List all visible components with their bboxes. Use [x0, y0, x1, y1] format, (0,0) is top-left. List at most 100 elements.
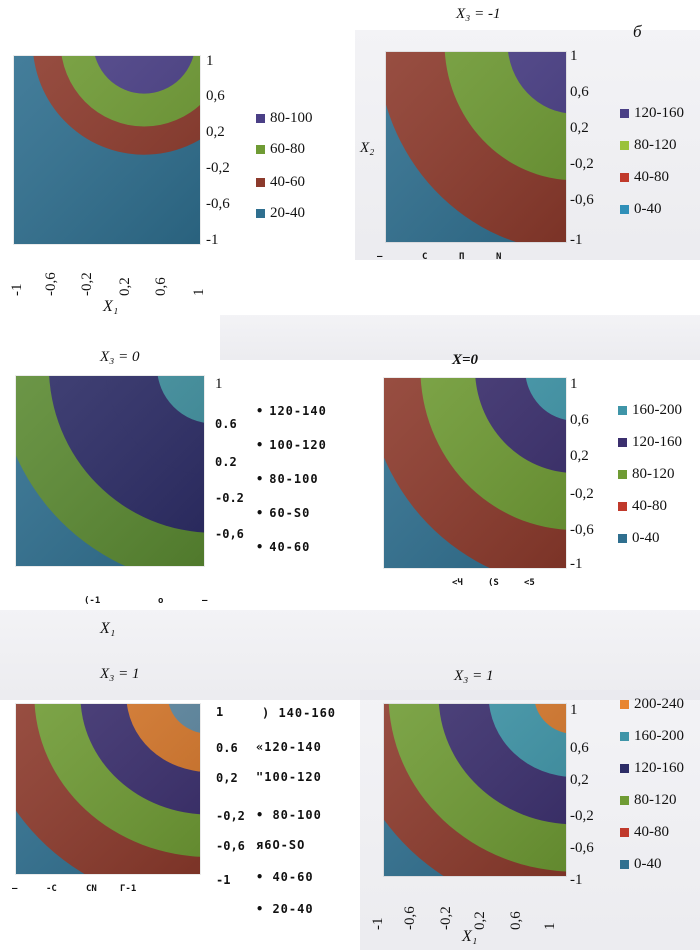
y-tick-label: 0,2 — [570, 120, 589, 136]
legend-entry: 0-40 — [620, 201, 662, 218]
x-tick-label: -0,6 — [43, 272, 59, 296]
y-tick-label: -0,2 — [206, 160, 230, 176]
chart-title: X₃ = 1 — [454, 668, 494, 684]
x-tick-label: 0,6 — [508, 911, 524, 930]
chart-title: X₃ = 0 — [100, 349, 140, 365]
legend-bullet: • — [256, 506, 265, 520]
chart-title: X₃ = 1 — [100, 666, 140, 682]
x-tick-label: <5 — [524, 578, 535, 588]
y-tick-label: -1 — [570, 556, 583, 572]
legend-entry: 60-80 — [256, 141, 305, 158]
legend-swatch — [620, 141, 629, 150]
chart-panel-3: 1 0.6 0.2 -0.2 -0,6 • 120-140 • 100-120 • 8… — [0, 316, 350, 637]
x-tick-label: C — [422, 252, 428, 262]
chart-panel-5: 1 0.6 0,2 -0,2 -0,6 -1 ) 140-160 «120-14… — [0, 632, 350, 948]
x-tick-label: 0,6 — [153, 277, 169, 296]
legend-swatch — [620, 732, 629, 741]
legend-entry: • 40-60 — [256, 540, 311, 554]
legend-entry: 0-40 — [618, 530, 660, 547]
legend-entry: 160-200 — [618, 402, 682, 419]
y-tick-label: 0,2 — [216, 771, 238, 785]
heatmap-plot — [384, 704, 566, 876]
x-tick-label: — — [202, 596, 208, 606]
legend-entry: 120-160 — [620, 105, 684, 122]
legend-swatch — [256, 178, 265, 187]
heatmap-plot — [384, 378, 566, 568]
legend-swatch — [256, 209, 265, 218]
legend-swatch — [256, 145, 265, 154]
y-tick-label: 0,6 — [570, 412, 589, 428]
legend-swatch — [620, 109, 629, 118]
heatmap-svg — [16, 704, 200, 874]
y-tick-label: 1 — [216, 705, 224, 719]
heatmap-svg — [386, 52, 566, 242]
legend-swatch — [618, 534, 627, 543]
y-tick-label: 0,6 — [206, 88, 225, 104]
heatmap-plot — [386, 52, 566, 242]
heatmap-svg — [16, 376, 204, 566]
legend-swatch — [620, 860, 629, 869]
legend-entry: 80-100 — [256, 110, 313, 127]
y-tick-label: -1 — [570, 232, 583, 248]
shading-overlay — [14, 56, 200, 244]
x-axis-title: X₁ — [462, 928, 478, 945]
y-tick-label: 1 — [570, 48, 578, 64]
panel-letter: б — [633, 22, 642, 41]
chart-title: X=0 — [452, 352, 479, 368]
legend-entry: 40-80 — [620, 169, 669, 186]
legend-entry: • 80-100 — [256, 472, 319, 486]
legend-entry: • 100-120 — [256, 438, 327, 452]
legend-entry: 120-160 — [620, 760, 684, 777]
legend-entry: 80-120 — [620, 137, 677, 154]
y-tick-label: -0,2 — [570, 808, 594, 824]
legend-entry: 120-160 — [618, 434, 682, 451]
x-tick-label: Г-1 — [120, 884, 137, 894]
legend-bullet: • — [256, 404, 265, 418]
heatmap-plot — [16, 704, 200, 874]
legend-swatch — [620, 764, 629, 773]
x-tick-label: <Ч — [452, 578, 463, 588]
y-tick-label: 0,6 — [570, 740, 589, 756]
y-tick-label: -0,2 — [216, 809, 245, 823]
legend-entry: 40-60 — [256, 174, 305, 191]
legend-entry: «120-140 — [256, 740, 322, 754]
y-tick-label: 0,2 — [570, 448, 589, 464]
legend-swatch — [618, 438, 627, 447]
x-tick-label: N — [496, 252, 502, 262]
heatmap-svg — [14, 56, 200, 244]
y-tick-label: -1 — [206, 232, 219, 248]
x-tick-label: o — [158, 596, 164, 606]
y-tick-label: 1 — [570, 376, 578, 392]
chart-panel-2: X₂ 1 0,6 0,2 -0,2 -0,6 -1 120-160 80-120… — [350, 0, 700, 316]
legend-swatch — [620, 205, 629, 214]
legend-swatch — [620, 173, 629, 182]
x-axis-title: X₁ — [100, 620, 116, 637]
legend-entry: 40-80 — [618, 498, 667, 515]
shading-overlay — [16, 376, 204, 566]
legend-swatch — [620, 828, 629, 837]
legend-swatch — [620, 700, 629, 709]
legend-swatch — [618, 406, 627, 415]
legend-entry: 20-40 — [256, 205, 305, 222]
y-tick-label: 0,2 — [570, 772, 589, 788]
x-tick-label: — — [12, 884, 18, 894]
y-tick-label: -0,6 — [216, 839, 245, 853]
legend-entry: ) 140-160 — [262, 706, 337, 720]
legend-entry: 200-240 — [620, 696, 684, 713]
chart-panel-1: 1 0,6 0,2 -0,2 -0,6 -1 80-100 60-80 40-6… — [0, 0, 350, 316]
y-tick-label: -1 — [216, 873, 231, 887]
background-ghost — [220, 315, 700, 360]
y-tick-label: -0,6 — [570, 840, 594, 856]
shading-overlay — [384, 704, 566, 876]
legend-swatch — [618, 502, 627, 511]
y-tick-label: 0,6 — [570, 84, 589, 100]
legend-bullet: • — [256, 438, 265, 452]
x-tick-label: -1 — [9, 283, 25, 297]
legend-entry: "100-120 — [256, 770, 322, 784]
heatmap-plot — [16, 376, 204, 566]
x-tick-label: (S — [488, 578, 499, 588]
x-tick-label: -1 — [370, 917, 386, 931]
shading-overlay — [386, 52, 566, 242]
y-tick-label: 0.6 — [216, 741, 238, 755]
x-tick-label: П — [459, 252, 465, 262]
